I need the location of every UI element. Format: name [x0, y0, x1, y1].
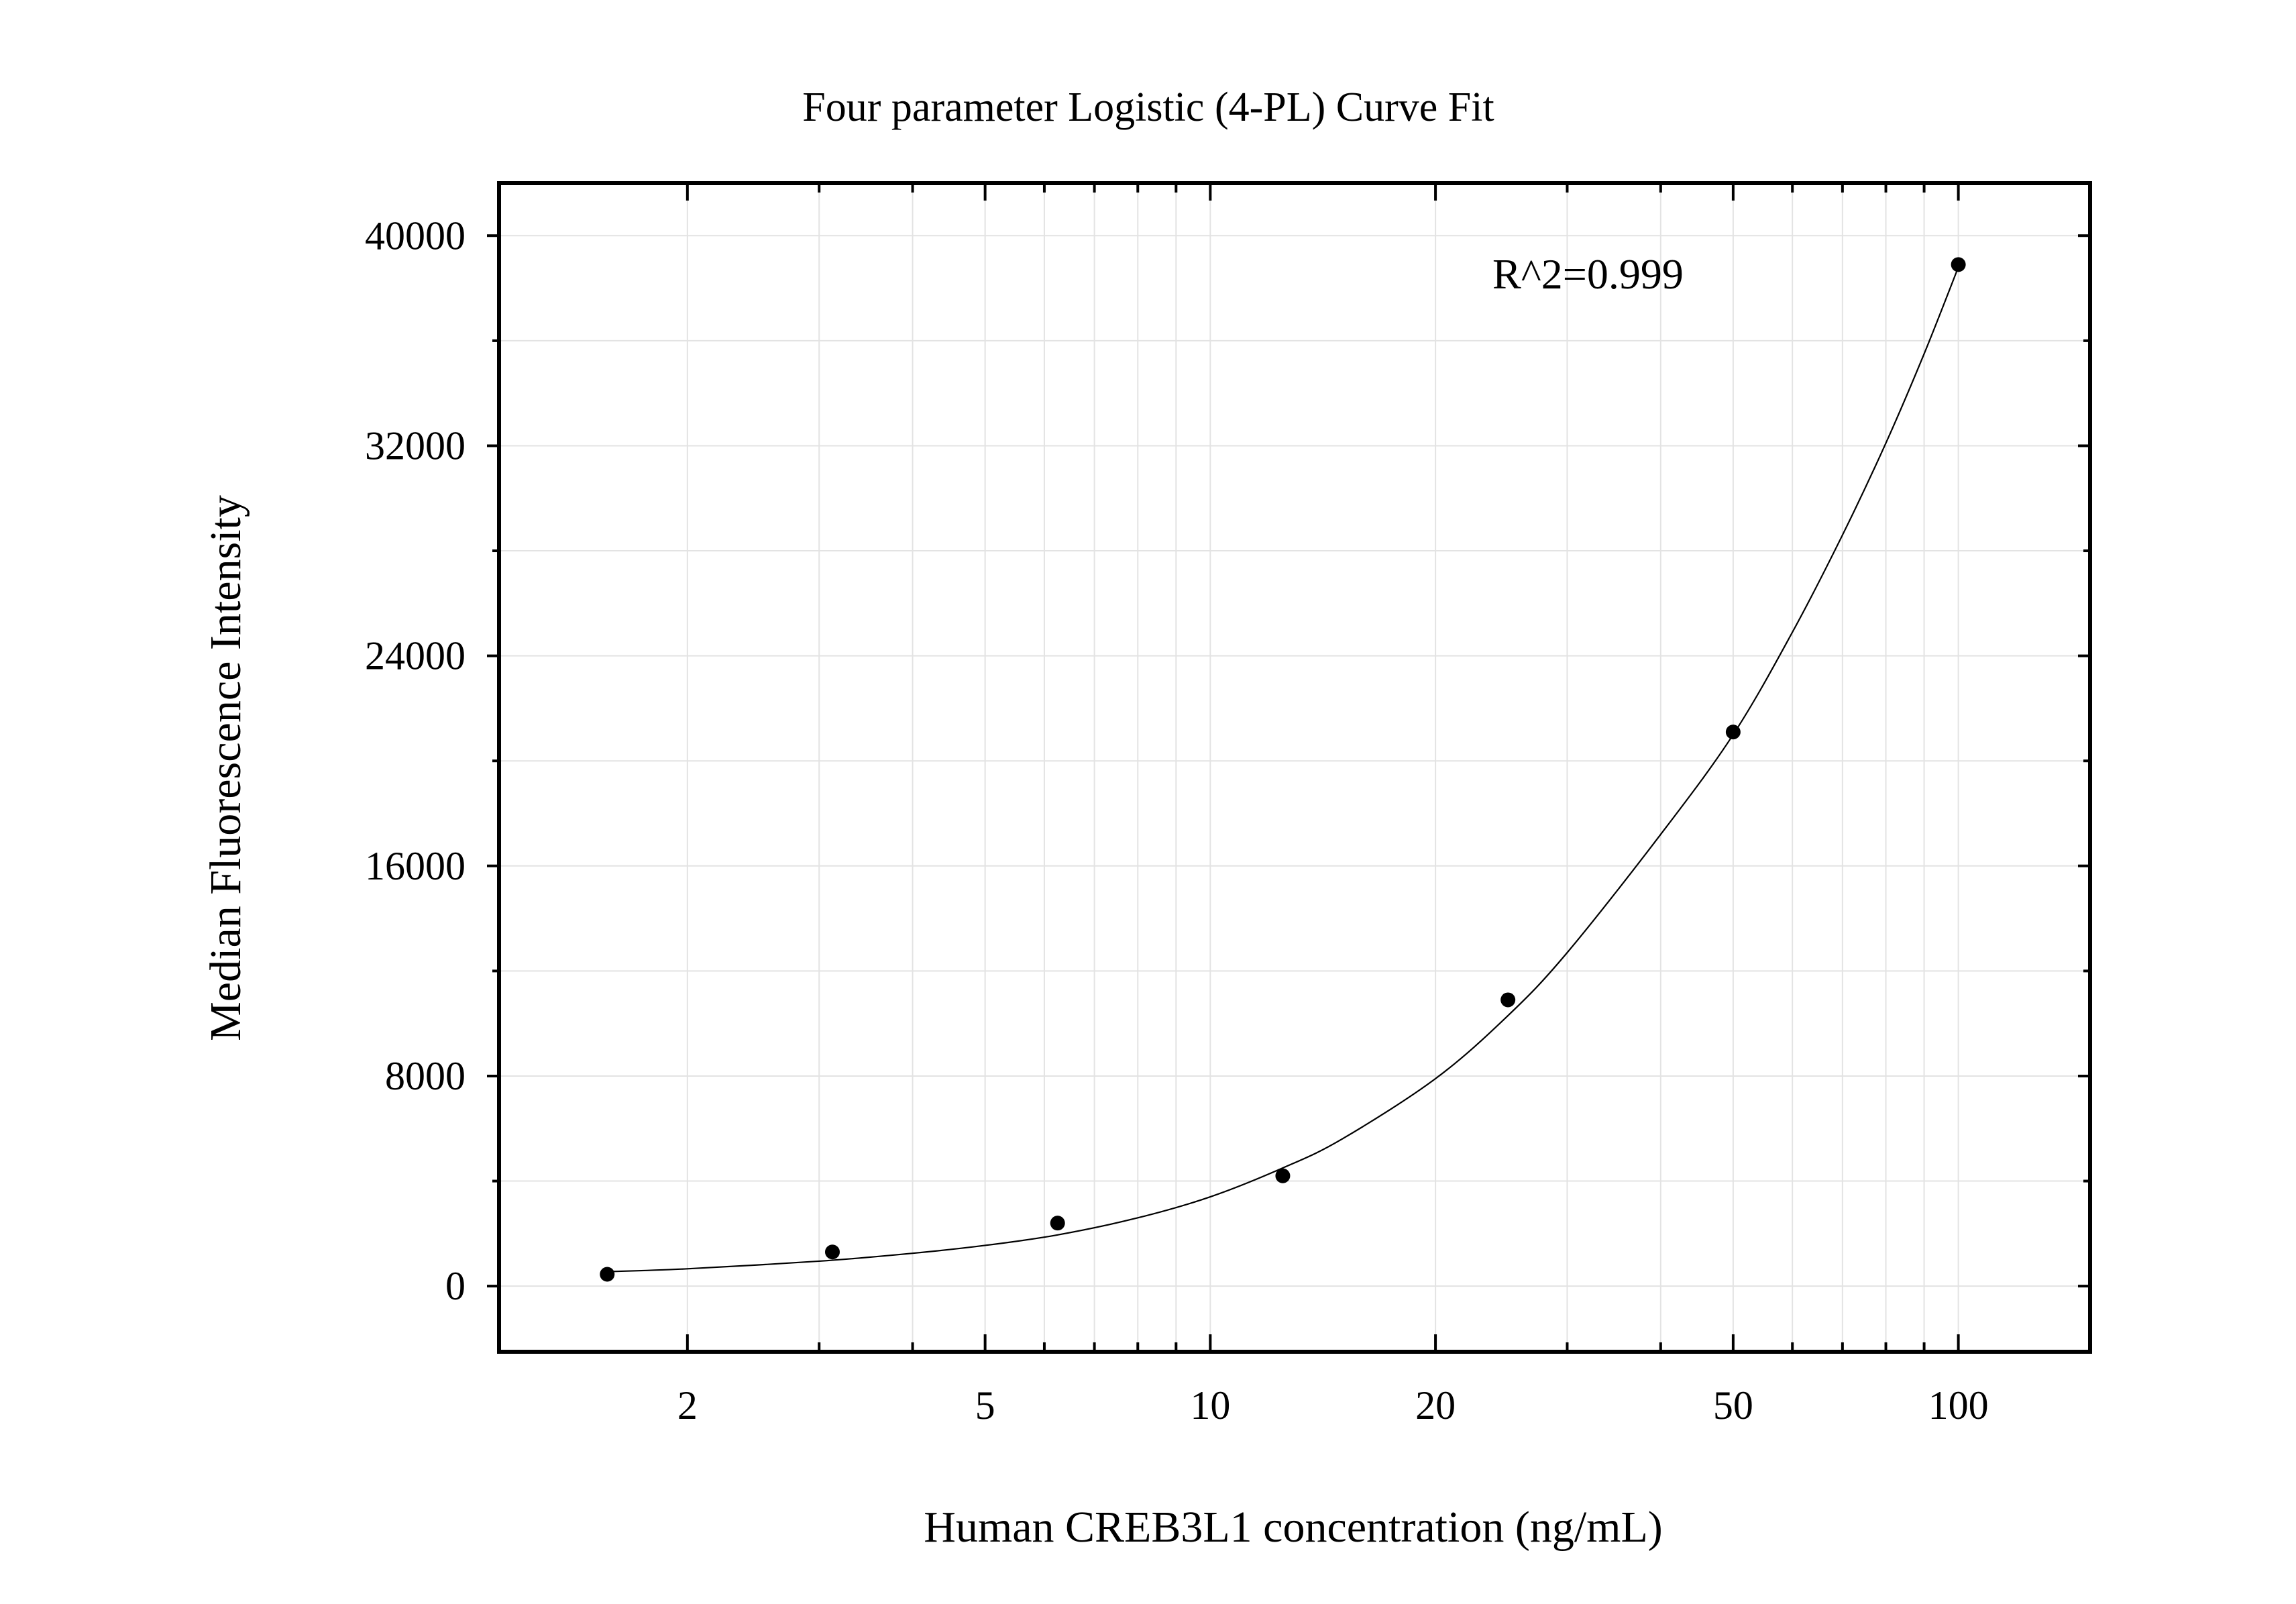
data-points — [600, 257, 1966, 1282]
x-tick-label: 50 — [1713, 1383, 1753, 1428]
y-tick-label: 32000 — [365, 423, 466, 468]
x-grid — [686, 183, 1959, 1352]
x-tick-label: 5 — [975, 1383, 995, 1428]
x-tick-label: 20 — [1415, 1383, 1456, 1428]
y-axis-label: Median Fluorescence Intensity — [201, 495, 250, 1041]
r-squared-annotation: R^2=0.999 — [1492, 250, 1684, 298]
y-grid — [499, 235, 2090, 1287]
data-point — [1951, 257, 1966, 272]
x-tick-label: 100 — [1928, 1383, 1989, 1428]
plot-frame — [497, 181, 2092, 1354]
data-point — [1725, 725, 1741, 740]
y-ticks — [487, 234, 2090, 1288]
data-point — [1500, 992, 1516, 1008]
x-tick-label: 2 — [677, 1383, 698, 1428]
x-tick-label: 10 — [1190, 1383, 1230, 1428]
y-tick-label: 24000 — [365, 634, 466, 678]
data-point — [824, 1244, 840, 1260]
data-point — [1050, 1216, 1065, 1231]
data-point — [600, 1267, 615, 1282]
data-point — [1275, 1168, 1291, 1183]
y-tick-label: 0 — [445, 1264, 466, 1308]
chart-title: Four parameter Logistic (4-PL) Curve Fit — [802, 85, 1494, 130]
y-tick-labels: 0 8000 16000 24000 32000 40000 — [365, 213, 466, 1308]
x-tick-labels: 2 5 10 20 50 100 — [677, 1383, 1989, 1428]
y-tick-label: 40000 — [365, 213, 466, 258]
fit-curve — [607, 266, 1959, 1273]
x-axis-label: Human CREB3L1 concentration (ng/mL) — [924, 1503, 1663, 1552]
y-tick-label: 8000 — [385, 1054, 466, 1098]
x-ticks — [686, 183, 1960, 1352]
y-tick-label: 16000 — [365, 844, 466, 888]
